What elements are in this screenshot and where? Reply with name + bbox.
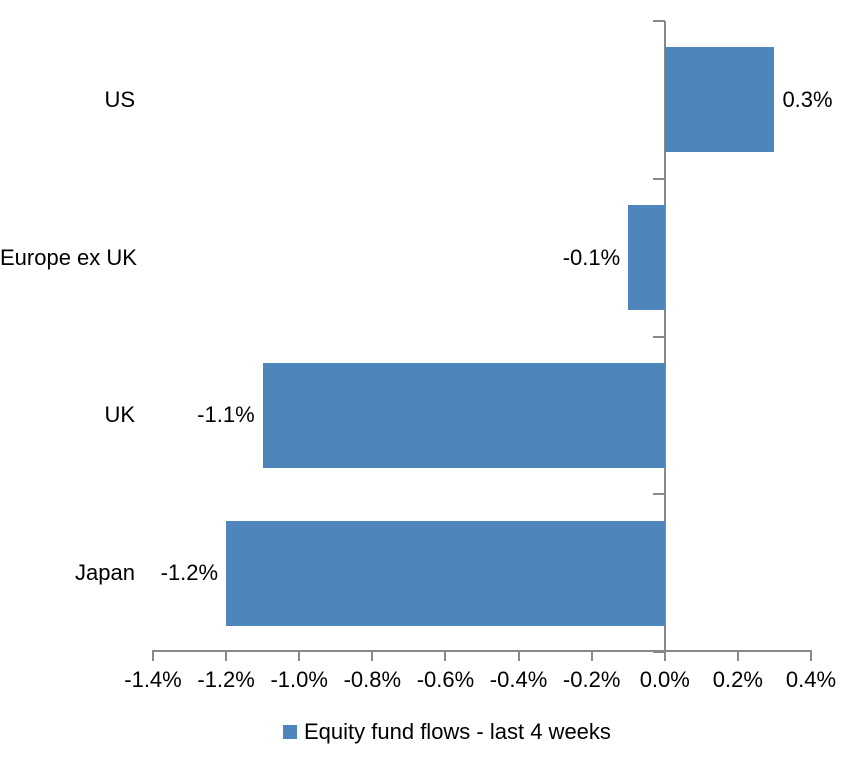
- legend-label: Equity fund flows - last 4 weeks: [304, 719, 611, 744]
- data-label-uk: -1.1%: [197, 402, 255, 428]
- data-label-japan: -1.2%: [160, 560, 219, 586]
- x-axis-tick: [298, 650, 301, 661]
- bar-uk: [262, 362, 665, 468]
- x-axis-line: [153, 650, 811, 652]
- x-tick-label: 0.4%: [785, 667, 837, 692]
- y-axis-tick: [652, 20, 665, 22]
- x-axis-tick: [590, 650, 593, 661]
- category-label-us: US: [104, 86, 135, 112]
- x-axis-tick: [736, 650, 739, 661]
- x-tick-label: -1.4%: [124, 667, 182, 692]
- x-tick-label: -0.6%: [416, 667, 475, 692]
- y-axis-tick: [652, 651, 665, 653]
- x-tick-label: -1.0%: [270, 667, 328, 692]
- x-tick-label: -0.8%: [343, 667, 402, 692]
- legend: Equity fund flows - last 4 weeks: [283, 719, 611, 745]
- x-axis-tick: [810, 650, 812, 661]
- x-tick-label: -0.2%: [562, 667, 621, 692]
- x-axis-tick: [517, 650, 520, 661]
- bar-europe-ex-uk: [628, 205, 665, 311]
- x-tick-label: -1.2%: [197, 667, 255, 692]
- x-axis-tick: [371, 650, 374, 661]
- category-label-uk: UK: [104, 402, 135, 428]
- x-tick-label: 0.2%: [712, 667, 763, 692]
- data-label-europe-ex-uk: -0.1%: [562, 244, 621, 270]
- bar-us: [664, 47, 775, 153]
- category-label-japan: Japan: [75, 560, 135, 586]
- category-label-europe-ex-uk: Europe ex UK: [0, 244, 137, 270]
- x-axis-tick: [152, 650, 154, 661]
- x-tick-label: -0.4%: [489, 667, 548, 692]
- x-axis-tick: [225, 650, 228, 661]
- x-axis-tick: [444, 650, 447, 661]
- y-axis-tick: [652, 335, 665, 338]
- y-axis-tick: [652, 177, 665, 180]
- bar-japan: [226, 520, 665, 626]
- legend-marker-icon: [283, 725, 297, 739]
- x-tick-label: 0.0%: [639, 667, 690, 692]
- y-axis-tick: [652, 493, 665, 496]
- data-label-us: 0.3%: [782, 86, 833, 112]
- y-axis-line: [663, 21, 666, 661]
- x-axis-tick: [663, 650, 666, 661]
